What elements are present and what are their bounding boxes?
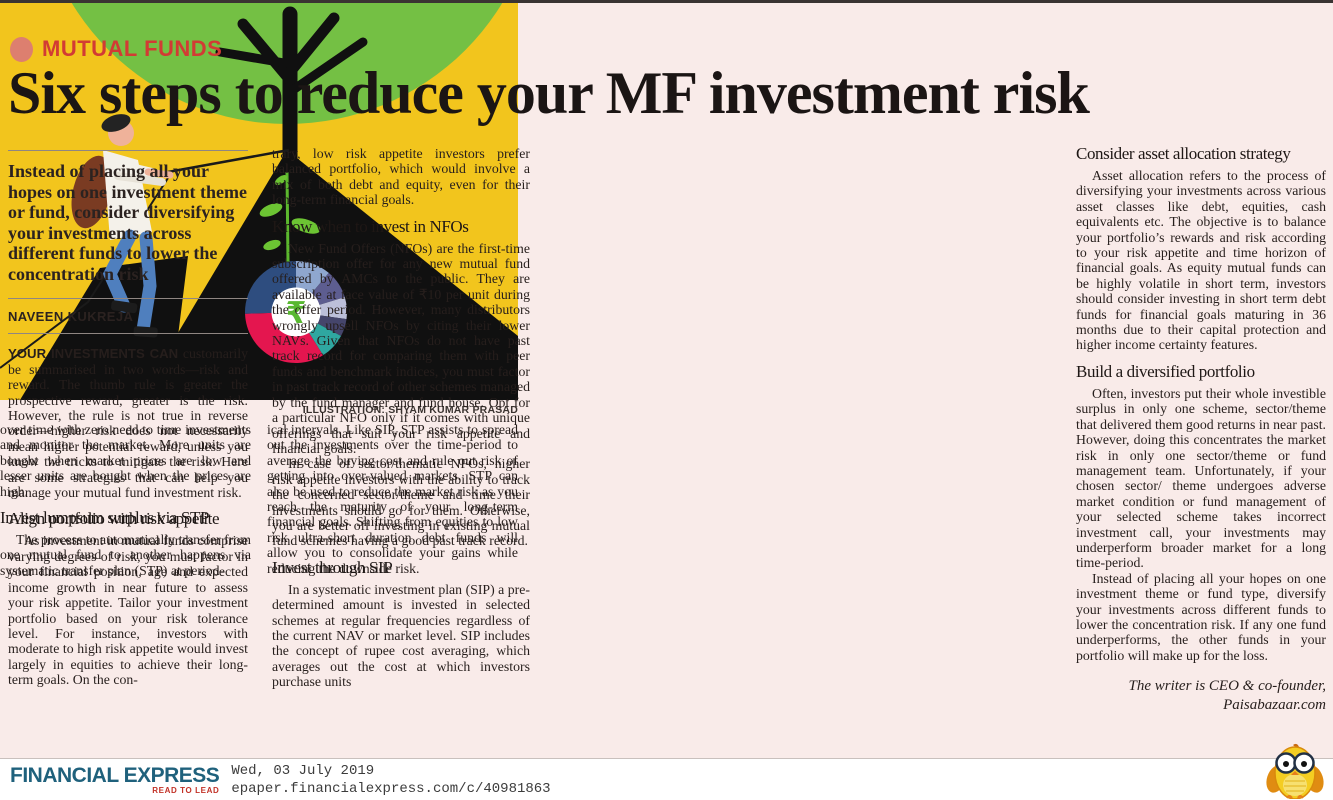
- paragraph: New Fund Offers (NFOs) are the first-tim…: [272, 240, 530, 456]
- paragraph: The process to automatically transfer fr…: [0, 532, 251, 578]
- lead-text: customarily be summarised in two words—r…: [8, 346, 248, 501]
- article-headline: Six steps to reduce your MF investment r…: [8, 60, 1090, 126]
- section-kicker: MUTUAL FUNDS: [10, 36, 222, 62]
- byline: NAVEEN KUKREJA: [8, 309, 134, 324]
- section-heading-stp: Invest lumpsum surplus via STP: [0, 508, 210, 528]
- epaper-footer: FINANCIAL EXPRESS READ TO LEAD Wed, 03 J…: [0, 758, 1333, 800]
- epaper-date: Wed, 03 July 2019: [231, 762, 375, 779]
- column-5: Consider asset allocation strategy Asset…: [1076, 144, 1326, 715]
- brand-name: FINANCIAL EXPRESS: [10, 763, 220, 787]
- pie-center: [271, 287, 321, 337]
- epaper-meta: Wed, 03 July 2019 epaper.financialexpres…: [231, 762, 550, 798]
- paragraph: trary, low risk appetite investors prefe…: [272, 146, 530, 208]
- tree-trunk: [215, 6, 368, 168]
- standfirst: Instead of placing all your hopes on one…: [8, 161, 247, 284]
- section-heading-diversified-portfolio: Build a diversified portfolio: [1076, 361, 1255, 381]
- paragraph: Often, investors put their whole investi…: [1076, 385, 1326, 571]
- paragraph: In a systematic investment plan (SIP) a …: [272, 581, 530, 690]
- brand-tagline: READ TO LEAD: [152, 785, 220, 795]
- illustration: ₹ ILLUSTRATION: SHYAM KUMAR PRASAD: [0, 0, 518, 416]
- illustration-credit: ILLUSTRATION: SHYAM KUMAR PRASAD: [302, 404, 518, 416]
- section-heading-nfos: Know when to invest in NFOs: [272, 216, 469, 236]
- paragraph: In case of sector/thematic NFOs, higher …: [272, 456, 530, 549]
- middle-columns: over time with zero need to time investm…: [0, 422, 518, 578]
- section-heading-asset-allocation: Consider asset allocation strategy: [1076, 144, 1291, 163]
- sapling: [259, 171, 321, 263]
- column-1: Instead of placing all your hopes on one…: [8, 150, 248, 688]
- owl-mascot-icon: [1266, 743, 1324, 799]
- rupee-icon: ₹: [286, 296, 307, 331]
- climber: [71, 114, 174, 338]
- paragraph: Asset allocation refers to the process o…: [1076, 168, 1326, 353]
- rule-below-byline: [8, 333, 248, 335]
- rule-above-standfirst: [8, 150, 248, 151]
- epaper-url-link[interactable]: epaper.financialexpress.com/c/40981863: [231, 780, 551, 797]
- page-top-border: [0, 0, 1333, 3]
- kicker-label: MUTUAL FUNDS: [42, 36, 223, 61]
- section-heading-risk-appetite: Align portfolio with risk appetite: [8, 509, 220, 529]
- lead-intro-caps: YOUR INVESTMENTS CAN: [8, 346, 179, 362]
- column-3: over time with zero need to time investm…: [0, 422, 251, 578]
- paragraph: Instead of placing all your hopes on one…: [1076, 570, 1326, 663]
- rule-below-standfirst: [8, 298, 248, 299]
- middle-area: ₹ ILLUSTRATION: SHYAM KUMAR PRASAD over …: [0, 0, 518, 578]
- paragraph: As investment in mutual funds comprise v…: [8, 533, 248, 688]
- writer-credit: The writer is CEO & co-founder, Paisabaz…: [1128, 678, 1327, 714]
- paragraph: over time with zero need to time investm…: [0, 422, 251, 499]
- column-4: ical intervals. Like SIP, STP assists to…: [267, 422, 518, 578]
- illustration-svg: ₹: [0, 0, 518, 400]
- lead-paragraph: YOUR INVESTMENTS CAN customarily be summ…: [8, 346, 248, 500]
- financial-express-logo: FINANCIAL EXPRESS READ TO LEAD: [10, 763, 220, 795]
- paragraph: ical intervals. Like SIP, STP assists to…: [267, 422, 518, 576]
- column-2: trary, low risk appetite investors prefe…: [272, 146, 530, 690]
- section-heading-sip: Invest through SIP: [272, 557, 393, 577]
- kicker-dot-icon: [10, 36, 33, 62]
